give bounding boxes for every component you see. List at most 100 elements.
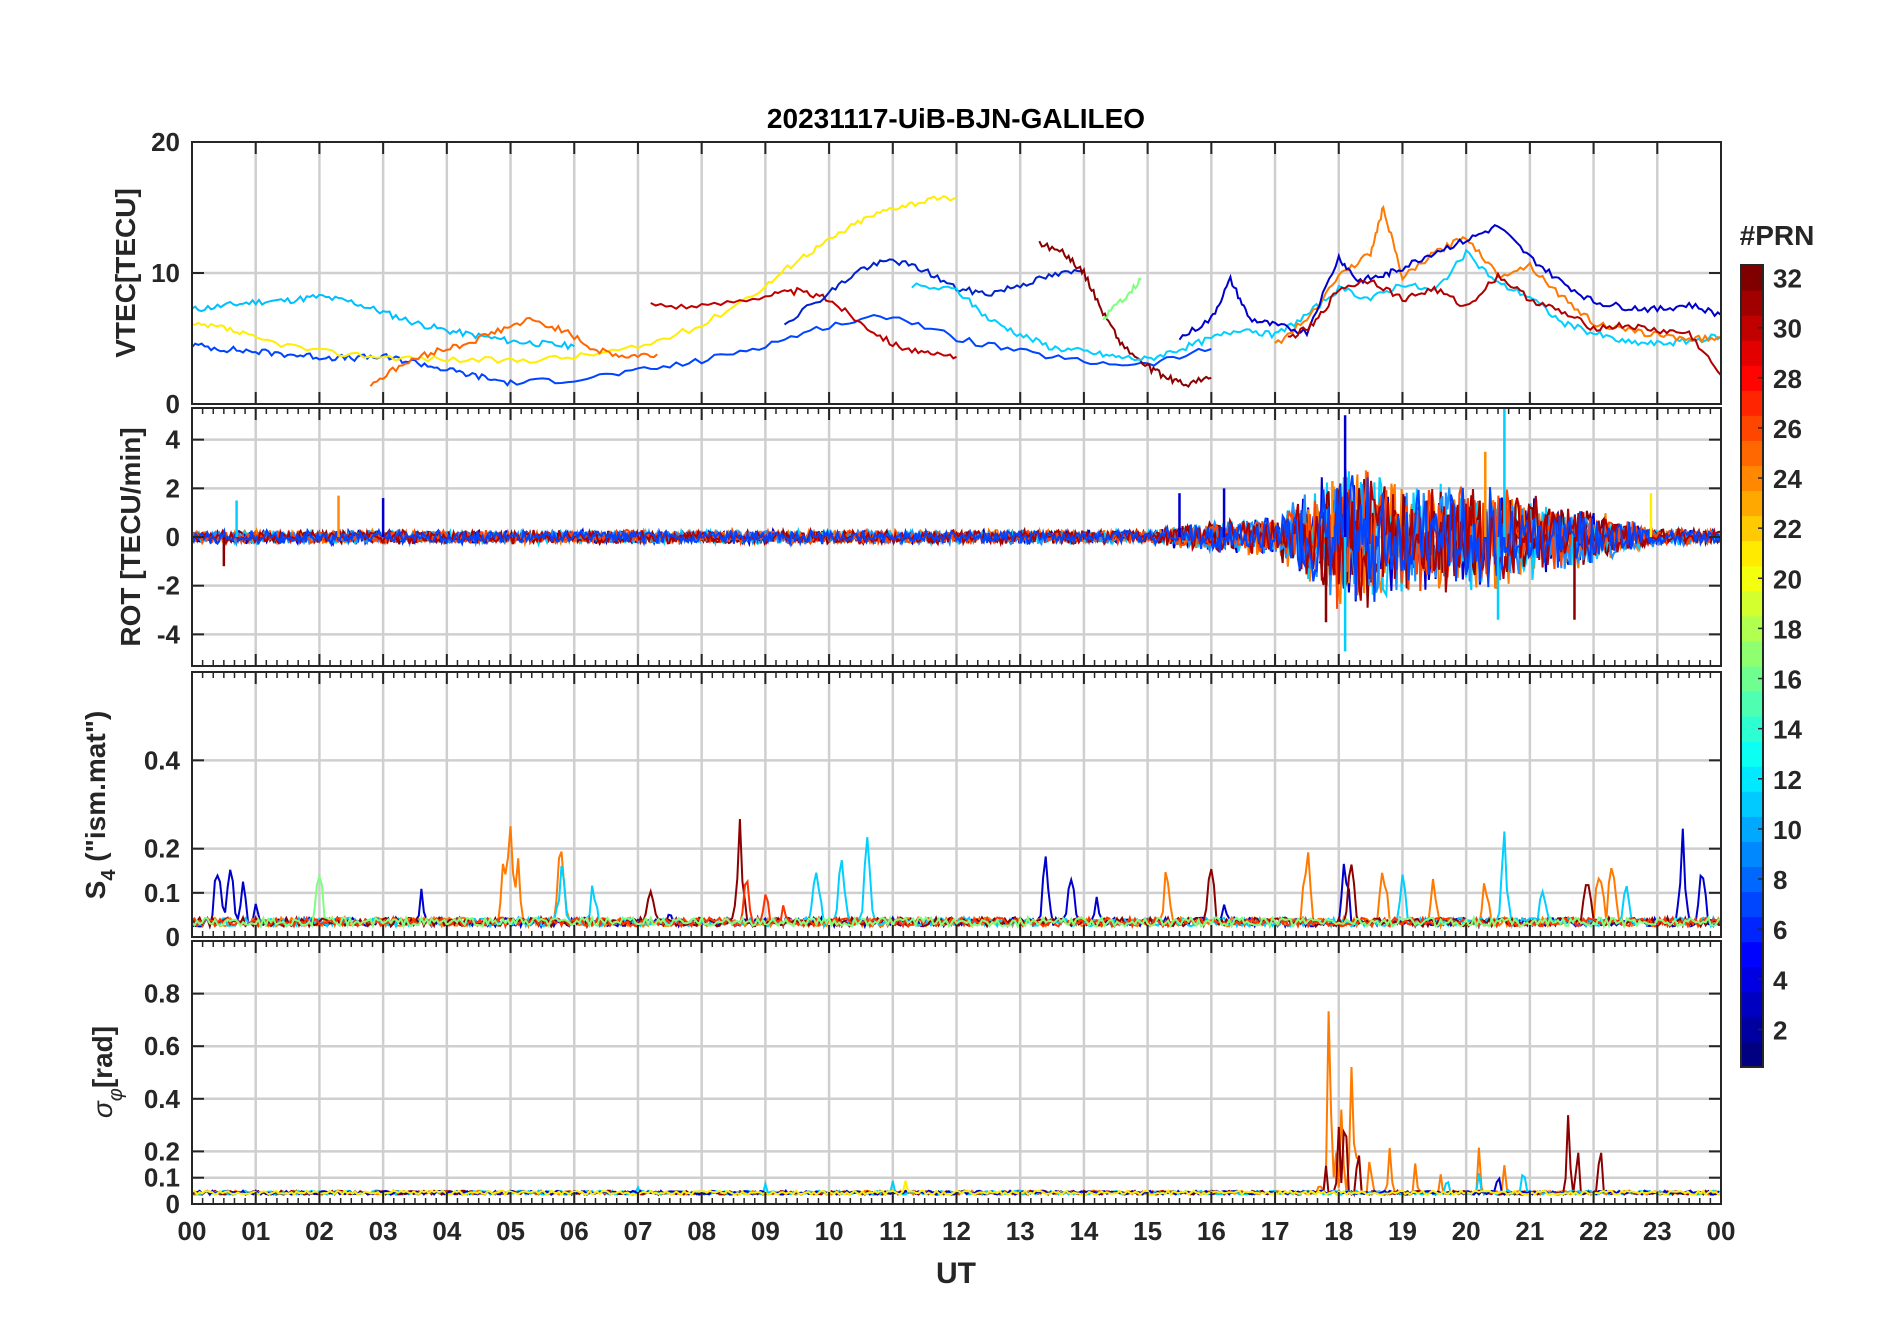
colorbar-tick-label: 8 (1773, 865, 1787, 895)
colorbar-tick-label: 32 (1773, 264, 1802, 294)
colorbar-band (1741, 640, 1763, 667)
colorbar-tick-label: 24 (1773, 464, 1802, 494)
sigma-phi-panel: 00.10.2 0.4 0.6 0.8 σφ[rad] (87, 940, 1722, 1219)
rot-y-tick-labels: -4 -2 0 2 4 (157, 425, 181, 650)
colorbar-band (1741, 691, 1763, 717)
colorbar-band (1741, 741, 1763, 767)
x-axis-label: UT (936, 1257, 976, 1290)
y-tick-label: -4 (157, 619, 181, 649)
colorbar-band (1741, 390, 1763, 416)
s4-ticks (191, 672, 1722, 938)
colorbar-gradient (1741, 265, 1763, 1068)
rot-ticks (191, 408, 1722, 666)
y-tick-label: 20 (151, 127, 180, 157)
y-tick-label: 0.8 (144, 979, 180, 1009)
y-tick-label: 4 (166, 425, 181, 455)
colorbar-band (1741, 465, 1763, 492)
colorbar-tick-label: 4 (1773, 965, 1788, 995)
vtec-series-line (1274, 204, 1722, 345)
vtec-y-tick-labels: 0 10 20 (151, 127, 180, 419)
sigma-phi-ticks (191, 941, 1722, 1205)
colorbar-tick-label: 26 (1773, 414, 1802, 444)
y-tick-label: 0.4 (144, 745, 181, 775)
colorbar-band (1741, 991, 1763, 1018)
vtec-series-line (1287, 271, 1722, 376)
x-tick-label: 12 (942, 1216, 971, 1246)
colorbar-title: #PRN (1740, 220, 1815, 251)
colorbar-tick-label: 14 (1773, 715, 1802, 745)
colorbar-tick-label: 28 (1773, 364, 1802, 394)
vtec-ticks (191, 141, 1722, 405)
vtec-series-line (191, 194, 958, 364)
x-tick-label: 03 (369, 1216, 398, 1246)
colorbar-band (1741, 941, 1763, 968)
colorbar-band (1741, 290, 1763, 316)
y-tick-label: 0.1 (144, 1163, 180, 1193)
colorbar-band (1741, 615, 1763, 642)
colorbar-band (1741, 515, 1763, 542)
x-tick-label: 05 (496, 1216, 525, 1246)
y-tick-label: 2 (166, 473, 180, 503)
colorbar-band (1741, 490, 1763, 517)
x-tick-label: 01 (241, 1216, 270, 1246)
vtec-series-line (783, 258, 1085, 326)
y-tick-label: 0.2 (144, 1136, 180, 1166)
colorbar-band (1741, 816, 1763, 842)
colorbar-band (1741, 841, 1763, 867)
vtec-grid (192, 142, 1721, 404)
s4-grid (192, 672, 1721, 937)
colorbar-band (1741, 1016, 1763, 1043)
x-tick-label: 18 (1324, 1216, 1353, 1246)
x-tick-label: 06 (560, 1216, 589, 1246)
vtec-series-line (1102, 277, 1142, 321)
colorbar-tick-label: 2 (1773, 1015, 1787, 1045)
y-tick-label: 0.4 (144, 1084, 181, 1114)
colorbar-band (1741, 716, 1763, 742)
x-tick-label: 13 (1006, 1216, 1035, 1246)
x-tick-label: 08 (687, 1216, 716, 1246)
colorbar-band (1741, 766, 1763, 792)
y-tick-label: 0.1 (144, 878, 180, 908)
x-tick-label: 17 (1261, 1216, 1290, 1246)
x-tick-label: 15 (1133, 1216, 1162, 1246)
x-tick-label: 16 (1197, 1216, 1226, 1246)
colorbar-band (1741, 565, 1763, 592)
s4-y-axis-label: S4 ("ism.mat") (80, 711, 120, 900)
y-tick-label: 0 (166, 1189, 180, 1219)
colorbar-tick-label: 20 (1773, 564, 1802, 594)
x-tick-labels: 00 01 02 03 04 05 06 07 08 09 10 11 12 13 14 15 16 17 18 19… (178, 1216, 1736, 1246)
colorbar-tick-label: 16 (1773, 665, 1802, 695)
colorbar-band (1741, 966, 1763, 993)
rot-y-axis-label: ROT [TECU/min] (115, 427, 146, 646)
vtec-panel: 0 10 20 VTEC[TECU] (110, 127, 1722, 419)
colorbar-band (1741, 315, 1763, 341)
colorbar-band (1741, 791, 1763, 817)
x-tick-label: 00 (1707, 1216, 1736, 1246)
vtec-series-line (191, 293, 575, 351)
colorbar-band (1741, 666, 1763, 692)
sigma-phi-y-tick-labels: 00.10.2 0.4 0.6 0.8 (144, 979, 181, 1219)
s4-panel: 0 0.1 0.2 0.4 S4 ("ism.mat") (80, 671, 1722, 952)
sigma-phi-y-axis-label: σφ[rad] (87, 1026, 127, 1118)
colorbar-band (1741, 440, 1763, 466)
chart-title: 20231117-UiB-BJN-GALILEO (767, 103, 1145, 134)
x-tick-label: 11 (879, 1216, 907, 1246)
y-tick-label: 10 (151, 258, 180, 288)
colorbar-tick-label: 22 (1773, 514, 1802, 544)
x-tick-label: 07 (623, 1216, 652, 1246)
x-tick-label: 10 (815, 1216, 844, 1246)
s4-series-line (191, 872, 1721, 930)
rot-series-line (191, 469, 1722, 602)
colorbar-band (1741, 265, 1763, 291)
y-tick-label: 0 (166, 522, 180, 552)
colorbar-tick-label: 30 (1773, 314, 1802, 344)
rot-panel: -4 -2 0 2 4 ROT [TECU/min] (115, 407, 1722, 667)
vtec-series-line (191, 313, 1212, 387)
y-tick-label: 0.2 (144, 834, 180, 864)
vtec-y-axis-label: VTEC[TECU] (110, 188, 141, 358)
x-tick-label: 20 (1452, 1216, 1481, 1246)
colorbar-tick-label: 12 (1773, 765, 1802, 795)
y-tick-label: 0.6 (144, 1031, 180, 1061)
